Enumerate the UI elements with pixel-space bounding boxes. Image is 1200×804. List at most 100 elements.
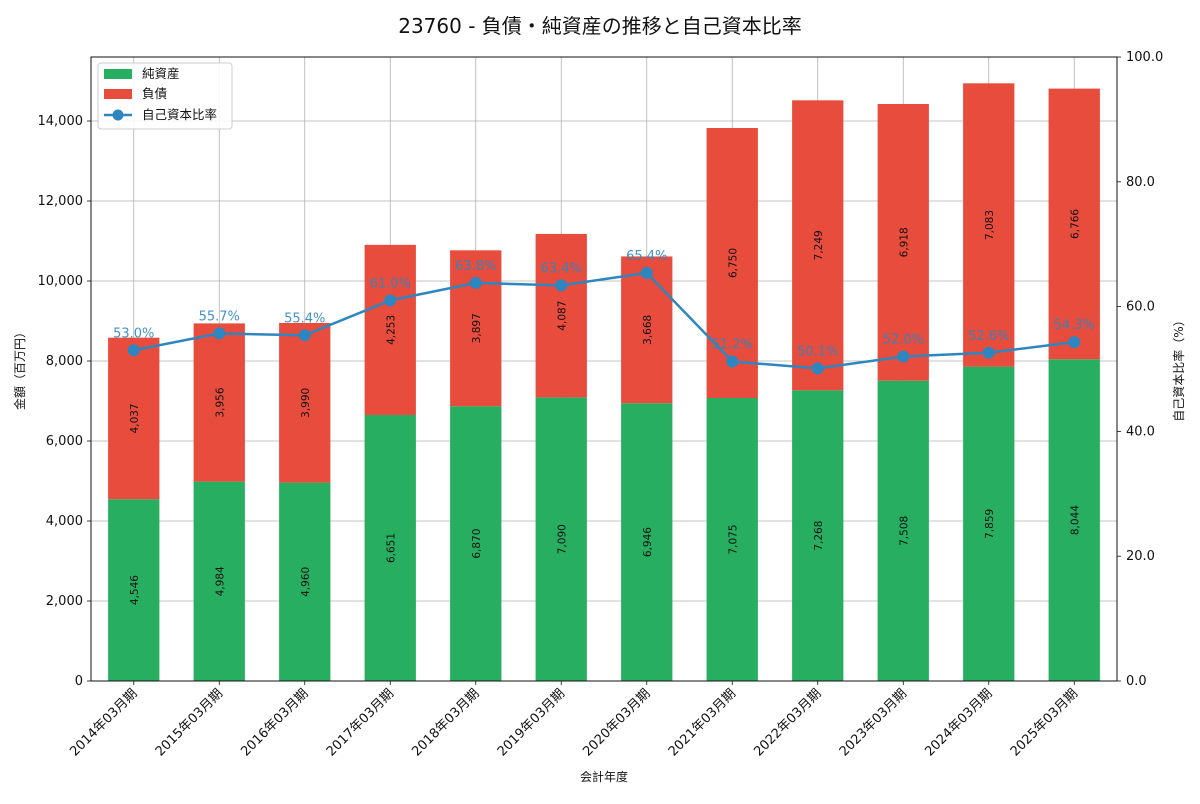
ratio-point — [298, 329, 311, 342]
x-tick-label: 2014年03月期 — [67, 686, 140, 759]
y-tick-label: 12,000 — [38, 194, 84, 209]
ratio-value-label: 65.4% — [626, 249, 667, 264]
y-tick-label: 8,000 — [46, 354, 83, 369]
y-tick-label: 0 — [75, 674, 83, 689]
legend-marker-ratio — [112, 109, 124, 121]
net-assets-value-label: 7,859 — [984, 509, 996, 539]
bar-liabilities — [193, 323, 245, 482]
ratio-point — [384, 294, 397, 307]
plot-border — [90, 56, 1118, 682]
bar-net-assets — [450, 406, 502, 681]
y-tick-label: 2,000 — [46, 594, 83, 609]
bar-net-assets — [193, 481, 245, 681]
liabilities-value-label: 7,249 — [813, 230, 825, 260]
ratio-value-label: 50.1% — [797, 344, 838, 359]
x-tick-label: 2018年03月期 — [409, 686, 482, 759]
liabilities-value-label: 7,083 — [984, 210, 996, 240]
bar-liabilities — [1048, 88, 1100, 360]
liabilities-value-label: 3,990 — [300, 388, 312, 418]
legend-swatch-liabilities — [104, 89, 132, 99]
bar-net-assets — [535, 397, 587, 681]
ratio-point — [726, 355, 739, 368]
ratio-point — [1068, 336, 1081, 349]
ratio-point — [469, 276, 482, 289]
chart-title: 23760 - 負債・純資産の推移と自己資本比率 — [398, 14, 802, 38]
net-assets-value-label: 7,090 — [556, 524, 568, 554]
bar-net-assets — [877, 380, 929, 681]
ratio-value-label: 55.7% — [199, 309, 240, 324]
bar-net-assets — [108, 499, 160, 681]
bar-series — [108, 83, 1100, 681]
ratio-value-label: 63.4% — [541, 261, 582, 276]
y-tick-label: 6,000 — [46, 434, 83, 449]
x-tick-label: 2022年03月期 — [751, 686, 824, 759]
legend-label-net-assets: 純資産 — [142, 66, 180, 81]
legend-swatch-net-assets — [104, 69, 132, 79]
ratio-line-series — [127, 266, 1081, 375]
net-assets-value-label: 7,268 — [813, 521, 825, 551]
liabilities-value-label: 3,956 — [214, 387, 226, 417]
y-tick-label: 4,000 — [46, 514, 83, 529]
net-assets-value-label: 6,946 — [642, 527, 654, 557]
ratio-point — [897, 350, 910, 363]
ratio-point — [982, 346, 995, 359]
legend-label-ratio: 自己資本比率 — [142, 107, 217, 122]
bar-net-assets — [706, 398, 758, 681]
bar-net-assets — [279, 482, 331, 681]
ratio-value-label: 63.8% — [455, 259, 496, 274]
x-tick-label: 2023年03月期 — [837, 686, 910, 759]
x-tick-label: 2017年03月期 — [324, 686, 397, 759]
net-assets-value-label: 4,984 — [214, 566, 226, 596]
data-labels: 4,546 4,037 4,984 3,956 4,960 3,990 6,651 4,253… — [113, 209, 1095, 606]
ratio-value-label: 61.0% — [370, 276, 411, 291]
bar-liabilities — [535, 233, 587, 398]
liabilities-value-label: 3,668 — [642, 315, 654, 345]
ratio-line — [133, 271, 1075, 370]
ratio-value-label: 51.2% — [712, 338, 753, 353]
bar-liabilities — [792, 100, 844, 391]
ratio-point — [127, 344, 140, 357]
y2-tick-label: 60.0 — [1126, 300, 1155, 315]
bar-net-assets — [1048, 359, 1100, 681]
x-tick-label: 2020年03月期 — [580, 686, 653, 759]
x-tick-label: 2021年03月期 — [666, 686, 739, 759]
y-tick-label: 10,000 — [38, 274, 84, 289]
net-assets-value-label: 4,960 — [300, 567, 312, 597]
ratio-point — [640, 266, 653, 279]
y-tick-label: 14,000 — [38, 114, 84, 129]
ratio-value-label: 52.0% — [883, 333, 924, 348]
bar-net-assets — [963, 366, 1015, 681]
bar-liabilities — [621, 256, 673, 404]
y2-axis-label: 自己資本比率（%） — [1171, 314, 1186, 421]
net-assets-value-label: 6,651 — [385, 533, 397, 563]
net-assets-value-label: 7,075 — [727, 524, 739, 554]
x-tick-label: 2019年03月期 — [495, 686, 568, 759]
liabilities-value-label: 4,087 — [556, 301, 568, 331]
bar-liabilities — [706, 128, 758, 398]
bar-liabilities — [963, 83, 1015, 367]
bar-liabilities — [279, 323, 331, 483]
ratio-value-label: 52.6% — [968, 329, 1009, 344]
bar-liabilities — [364, 244, 416, 415]
ratio-value-label: 55.4% — [284, 311, 325, 326]
y2-tick-label: 20.0 — [1126, 549, 1155, 564]
bar-liabilities — [450, 250, 502, 407]
legend-box — [97, 62, 233, 130]
liabilities-value-label: 6,918 — [898, 227, 910, 257]
bar-liabilities — [108, 337, 160, 500]
bar-net-assets — [621, 403, 673, 681]
y-axis-label: 金額（百万円） — [12, 326, 27, 410]
liabilities-value-label: 6,750 — [727, 248, 739, 278]
ratio-point — [811, 362, 824, 375]
ratio-value-label: 54.3% — [1054, 318, 1095, 333]
bar-net-assets — [792, 390, 844, 681]
x-tick-label: 2016年03月期 — [238, 686, 311, 759]
y2-tick-label: 0.0 — [1126, 674, 1147, 689]
ratio-point — [213, 327, 226, 340]
ratio-point — [555, 279, 568, 292]
y2-tick-label: 80.0 — [1126, 175, 1155, 190]
ratio-value-label: 53.0% — [113, 326, 154, 341]
